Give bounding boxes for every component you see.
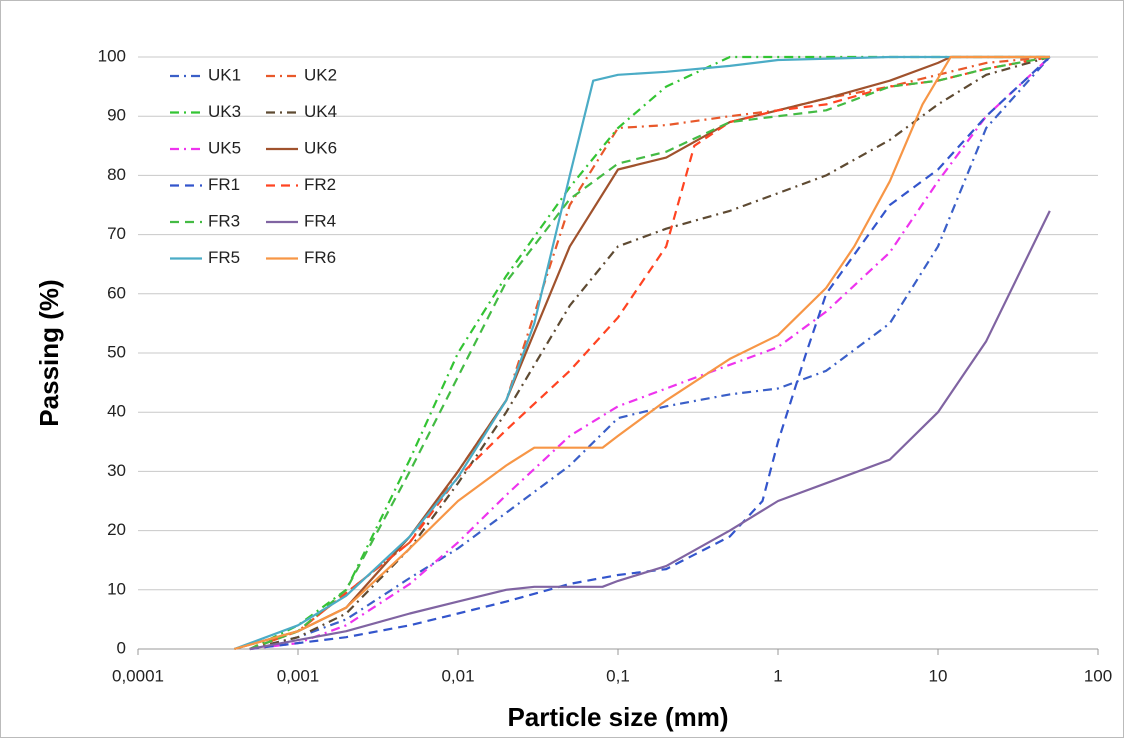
data-line (249, 55, 1051, 651)
legend-label: UK3 (208, 102, 241, 121)
y-tick-label: 100 (98, 46, 126, 65)
x-tick-label: 0,01 (441, 666, 474, 685)
data-line (249, 55, 1050, 651)
data-line (249, 55, 1050, 650)
data-line (234, 55, 1050, 651)
y-tick-label: 0 (117, 638, 126, 657)
y-tick-label: 40 (107, 402, 126, 421)
legend-label: FR2 (304, 175, 336, 194)
legend-label: FR1 (208, 175, 240, 194)
x-axis-title: Particle size (mm) (507, 702, 728, 732)
legend-label: UK6 (304, 138, 337, 157)
y-tick-label: 50 (107, 342, 126, 361)
y-axis-title: Passing (%) (34, 279, 64, 426)
data-line (233, 55, 1050, 651)
data-line (234, 55, 1050, 651)
legend-label: FR5 (208, 248, 240, 267)
x-tick-label: 0,1 (606, 666, 630, 685)
x-tick-label: 100 (1084, 666, 1112, 685)
x-tick-label: 10 (929, 666, 948, 685)
legend-label: FR3 (208, 211, 240, 230)
data-line (249, 56, 1051, 651)
legend-label: UK4 (304, 102, 337, 121)
legend-label: UK1 (208, 65, 241, 84)
y-tick-label: 90 (107, 106, 126, 125)
y-tick-label: 20 (107, 520, 126, 539)
legend-label: FR4 (304, 211, 336, 230)
y-tick-label: 10 (107, 579, 126, 598)
y-tick-label: 80 (107, 165, 126, 184)
legend-label: FR6 (304, 248, 336, 267)
x-tick-label: 0,001 (277, 666, 320, 685)
y-tick-label: 30 (107, 461, 126, 480)
data-line (249, 56, 1051, 651)
y-tick-label: 60 (107, 283, 126, 302)
data-line (249, 210, 1051, 651)
y-tick-label: 70 (107, 224, 126, 243)
data-line (249, 56, 1051, 651)
legend-label: UK5 (208, 138, 241, 157)
x-tick-label: 0,0001 (112, 666, 164, 685)
legend-label: UK2 (304, 65, 337, 84)
x-tick-label: 1 (773, 666, 782, 685)
